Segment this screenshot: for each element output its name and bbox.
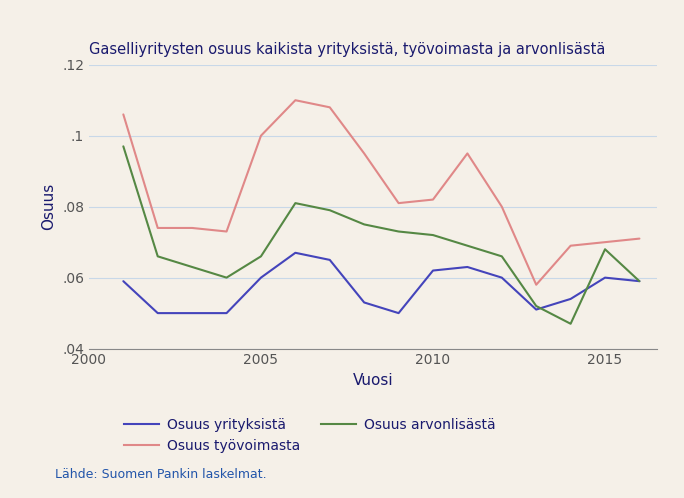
Osuus yrityksistä bbox=[326, 257, 334, 263]
Osuus yrityksistä bbox=[463, 264, 471, 270]
Osuus yrityksistä bbox=[601, 275, 609, 281]
Osuus arvonlisästä bbox=[566, 321, 575, 327]
Osuus arvonlisästä bbox=[119, 143, 127, 149]
Osuus työvoimasta bbox=[429, 197, 437, 203]
Osuus yrityksistä bbox=[498, 275, 506, 281]
Osuus työvoimasta bbox=[291, 97, 300, 103]
Osuus työvoimasta bbox=[360, 150, 368, 156]
Legend: Osuus yrityksistä, Osuus työvoimasta, Osuus arvonlisästä: Osuus yrityksistä, Osuus työvoimasta, Os… bbox=[124, 418, 496, 453]
Osuus työvoimasta bbox=[601, 239, 609, 245]
Y-axis label: Osuus: Osuus bbox=[42, 183, 57, 230]
Osuus työvoimasta bbox=[154, 225, 162, 231]
Osuus yrityksistä bbox=[429, 267, 437, 273]
Osuus yrityksistä bbox=[360, 299, 368, 305]
Osuus arvonlisästä bbox=[326, 207, 334, 213]
Osuus työvoimasta bbox=[463, 150, 471, 156]
X-axis label: Vuosi: Vuosi bbox=[352, 373, 393, 388]
Osuus arvonlisästä bbox=[429, 232, 437, 238]
Osuus työvoimasta bbox=[498, 204, 506, 210]
Osuus arvonlisästä bbox=[188, 264, 196, 270]
Osuus arvonlisästä bbox=[291, 200, 300, 206]
Osuus työvoimasta bbox=[566, 243, 575, 249]
Osuus työvoimasta bbox=[222, 229, 231, 235]
Osuus yrityksistä bbox=[222, 310, 231, 316]
Osuus työvoimasta bbox=[532, 282, 540, 288]
Osuus yrityksistä bbox=[154, 310, 162, 316]
Osuus arvonlisästä bbox=[635, 278, 644, 284]
Osuus yrityksistä bbox=[257, 275, 265, 281]
Osuus yrityksistä bbox=[188, 310, 196, 316]
Osuus arvonlisästä bbox=[601, 247, 609, 252]
Osuus yrityksistä bbox=[635, 278, 644, 284]
Text: Gaselliyritysten osuus kaikista yrityksistä, työvoimasta ja arvonlisästä: Gaselliyritysten osuus kaikista yrityksi… bbox=[89, 42, 605, 57]
Line: Osuus työvoimasta: Osuus työvoimasta bbox=[123, 100, 640, 285]
Osuus arvonlisästä bbox=[154, 253, 162, 259]
Osuus työvoimasta bbox=[188, 225, 196, 231]
Osuus arvonlisästä bbox=[395, 229, 403, 235]
Osuus arvonlisästä bbox=[498, 253, 506, 259]
Line: Osuus arvonlisästä: Osuus arvonlisästä bbox=[123, 146, 640, 324]
Osuus yrityksistä bbox=[291, 250, 300, 256]
Text: Lähde: Suomen Pankin laskelmat.: Lähde: Suomen Pankin laskelmat. bbox=[55, 468, 266, 481]
Osuus yrityksistä bbox=[395, 310, 403, 316]
Osuus arvonlisästä bbox=[360, 222, 368, 228]
Osuus yrityksistä bbox=[532, 307, 540, 313]
Osuus työvoimasta bbox=[635, 236, 644, 242]
Osuus yrityksistä bbox=[566, 296, 575, 302]
Osuus työvoimasta bbox=[119, 112, 127, 118]
Line: Osuus yrityksistä: Osuus yrityksistä bbox=[123, 253, 640, 313]
Osuus arvonlisästä bbox=[532, 303, 540, 309]
Osuus arvonlisästä bbox=[222, 275, 231, 281]
Osuus arvonlisästä bbox=[257, 253, 265, 259]
Osuus työvoimasta bbox=[257, 133, 265, 139]
Osuus työvoimasta bbox=[326, 105, 334, 111]
Osuus yrityksistä bbox=[119, 278, 127, 284]
Osuus työvoimasta bbox=[395, 200, 403, 206]
Osuus arvonlisästä bbox=[463, 243, 471, 249]
